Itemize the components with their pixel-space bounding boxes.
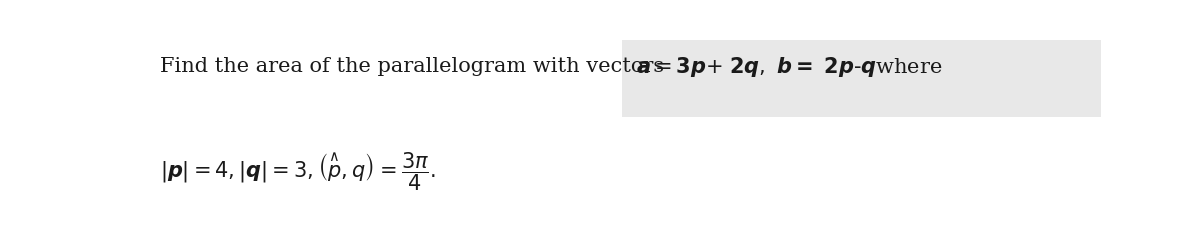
FancyBboxPatch shape <box>622 40 1101 117</box>
Text: $\boldsymbol{a} = \boldsymbol{3p{+}\ 2q,\ b =\ 2p\text{-}q}$where: $\boldsymbol{a} = \boldsymbol{3p{+}\ 2q,… <box>636 55 942 79</box>
Text: Find the area of the parallelogram with vectors: Find the area of the parallelogram with … <box>160 57 670 76</box>
Text: $|\boldsymbol{p}| = 4, |\boldsymbol{q}| = 3, \left(\overset{\wedge}{p}, q\right): $|\boldsymbol{p}| = 4, |\boldsymbol{q}| … <box>160 150 436 193</box>
